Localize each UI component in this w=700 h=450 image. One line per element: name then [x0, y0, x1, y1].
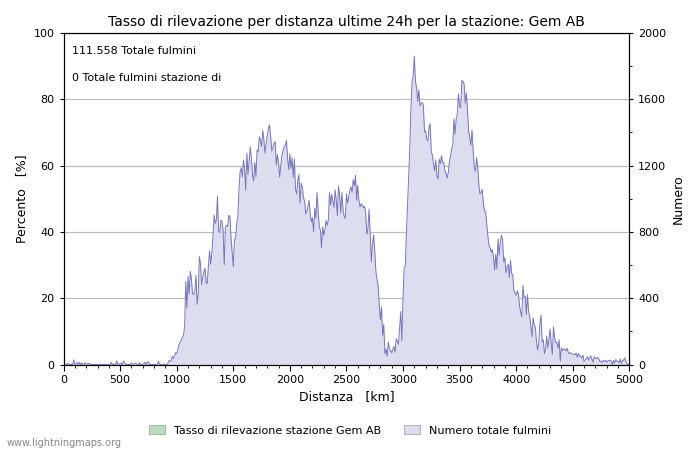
Text: 0 Totale fulmini stazione di: 0 Totale fulmini stazione di: [72, 73, 221, 83]
Text: 111.558 Totale fulmini: 111.558 Totale fulmini: [72, 46, 196, 56]
Y-axis label: Numero: Numero: [672, 174, 685, 224]
X-axis label: Distanza   [km]: Distanza [km]: [299, 391, 394, 404]
Text: www.lightningmaps.org: www.lightningmaps.org: [7, 438, 122, 448]
Legend: Tasso di rilevazione stazione Gem AB, Numero totale fulmini: Tasso di rilevazione stazione Gem AB, Nu…: [144, 421, 556, 440]
Title: Tasso di rilevazione per distanza ultime 24h per la stazione: Gem AB: Tasso di rilevazione per distanza ultime…: [108, 15, 585, 29]
Y-axis label: Percento   [%]: Percento [%]: [15, 154, 28, 243]
